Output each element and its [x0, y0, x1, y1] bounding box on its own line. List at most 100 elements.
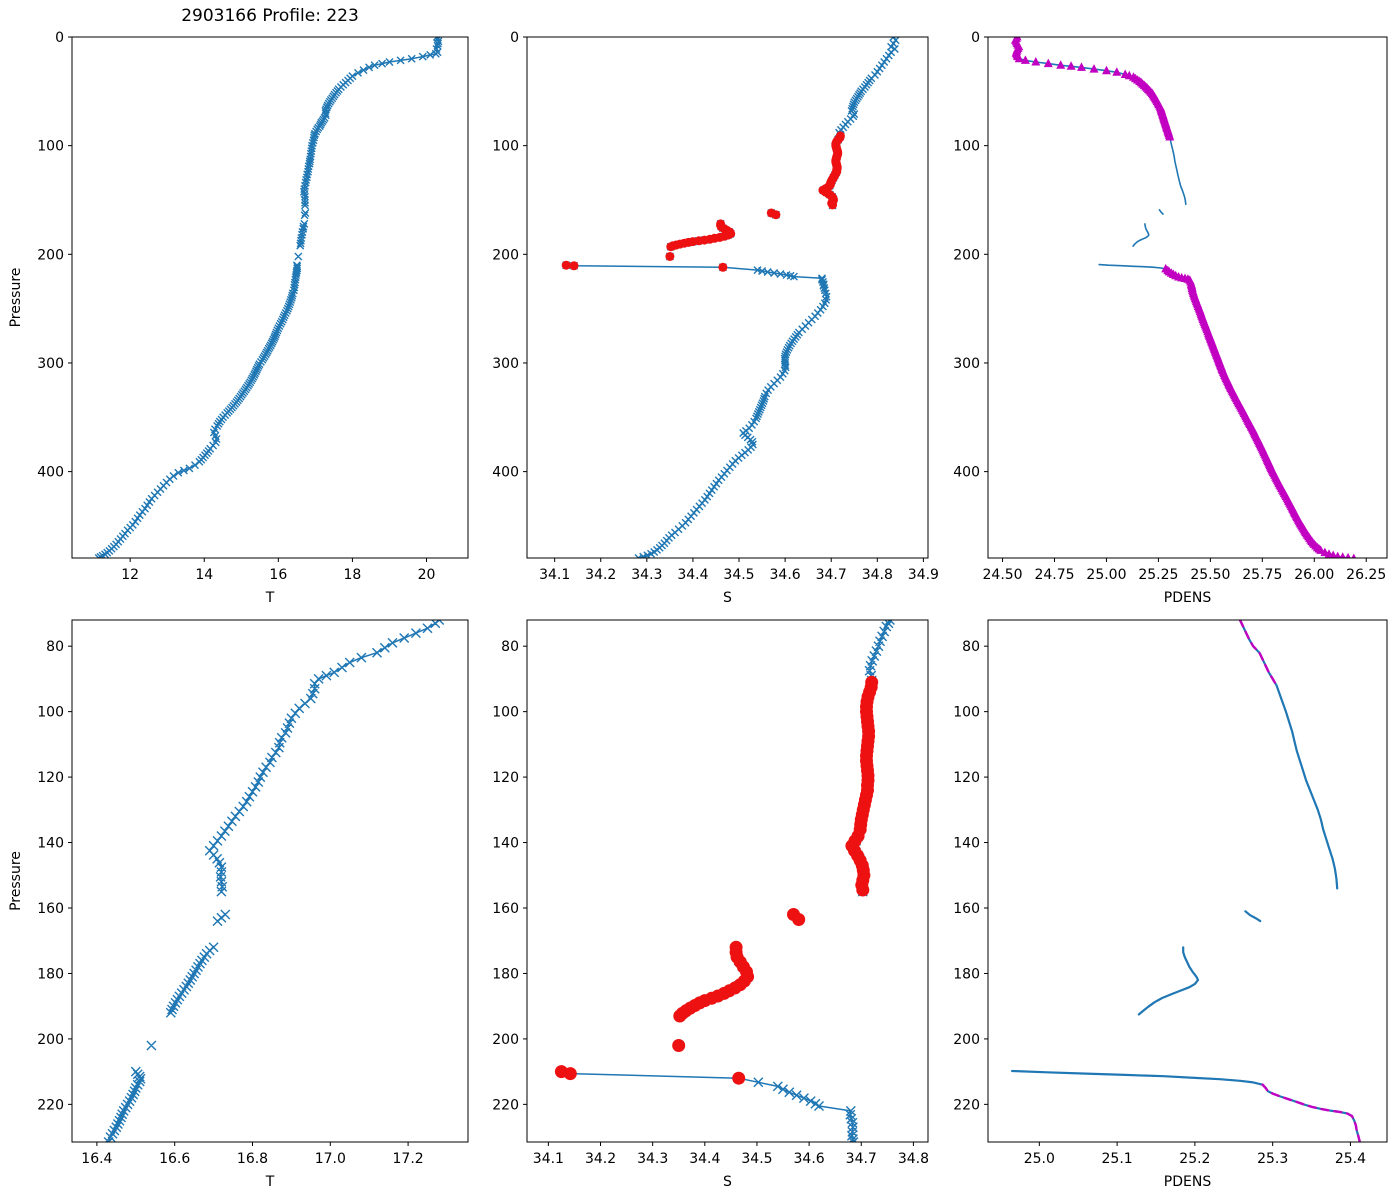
x-tick-label: 25.50 [1190, 567, 1230, 583]
chart-svg-salinity-zoom: 34.1 34.2 34.3 34.4 34.5 34.6 34.7 34.8 S 80 100 12… [492, 619, 929, 1190]
x-axis: 12 14 16 18 20 T [121, 558, 435, 606]
x-tick-label: 25.3 [1257, 1151, 1288, 1167]
y-axis: 0 100 200 300 400 [953, 30, 988, 481]
y-tick-label: 160 [492, 901, 519, 917]
subplot-salinity-zoom: 34.1 34.2 34.3 34.4 34.5 34.6 34.7 34.8 S 80 100 12… [455, 583, 942, 1200]
x-axis-label: T [265, 1174, 275, 1190]
x-tick-label: 18 [344, 567, 362, 583]
x-tick-label: 34.3 [637, 1151, 668, 1167]
plot-series [554, 620, 895, 1142]
plot-frame [987, 36, 1388, 559]
y-tick-label: 200 [953, 1032, 980, 1048]
chart-svg-temperature-full: 12 14 16 18 20 T 0 100 200 300 400 Pressure [8, 30, 469, 606]
y-tick-label: 200 [37, 1032, 64, 1048]
y-tick-label: 100 [37, 139, 64, 155]
y-tick-label: 140 [492, 836, 519, 852]
plot-series [561, 37, 900, 558]
x-tick-label: 16.6 [159, 1151, 190, 1167]
y-tick-label: 200 [953, 247, 980, 263]
plot-series [94, 37, 443, 558]
subplot-temperature-full: 12 14 16 18 20 T 0 100 200 300 400 Pressure [0, 0, 482, 623]
x-tick-label: 25.2 [1179, 1151, 1210, 1167]
chart-svg-pdens-zoom: 25.0 25.1 25.2 25.3 25.4 PDENS 80 100 120 140 160 1… [953, 619, 1388, 1190]
y-tick-label: 300 [492, 356, 519, 372]
x-tick-label: 20 [418, 567, 436, 583]
y-tick-label: 80 [46, 639, 64, 655]
y-tick-label: 220 [953, 1097, 980, 1113]
series-pdens-profile-zoom [1011, 620, 1361, 1142]
x-tick-label: 16.4 [81, 1151, 112, 1167]
x-tick-label: 24.50 [983, 567, 1023, 583]
x-axis-label: T [265, 590, 275, 606]
x-axis-label: S [723, 1174, 732, 1190]
x-axis: 24.50 24.75 25.00 25.25 25.50 25.75 26.00 26.25… [983, 558, 1386, 606]
plot-frame [526, 36, 929, 559]
y-tick-label: 0 [510, 30, 519, 46]
x-tick-label: 34.5 [741, 1151, 772, 1167]
series-salinity-flagged [561, 131, 845, 272]
y-axis: 0 100 200 300 400 [492, 30, 527, 481]
y-tick-label: 180 [953, 966, 980, 982]
y-tick-label: 220 [492, 1097, 519, 1113]
y-axis: 80 100 120 140 160 180 200 220 [953, 639, 988, 1113]
x-tick-label: 34.6 [770, 567, 801, 583]
y-tick-label: 180 [37, 966, 64, 982]
chart-svg-pdens-full: 24.50 24.75 25.00 25.25 25.50 25.75 26.00 26.25… [953, 30, 1388, 606]
y-tick-label: 80 [501, 639, 519, 655]
y-tick-label: 160 [953, 901, 980, 917]
y-axis: 0 100 200 300 400 Pressure [8, 30, 72, 481]
y-tick-label: 200 [492, 247, 519, 263]
x-tick-label: 34.9 [908, 567, 939, 583]
x-axis: 16.4 16.6 16.8 17.0 17.2 T [81, 1142, 424, 1190]
x-tick-label: 34.1 [539, 567, 570, 583]
y-tick-label: 120 [953, 770, 980, 786]
x-axis-label: PDENS [1164, 1174, 1212, 1190]
plot-frame [987, 619, 1388, 1143]
x-tick-label: 34.7 [816, 567, 847, 583]
x-tick-label: 24.75 [1034, 567, 1074, 583]
subplot-pdens-zoom: 25.0 25.1 25.2 25.3 25.4 PDENS 80 100 120 140 160 1… [916, 583, 1400, 1200]
y-tick-label: 200 [492, 1032, 519, 1048]
x-tick-label: 16.8 [237, 1151, 268, 1167]
x-tick-label: 34.7 [846, 1151, 877, 1167]
y-tick-label: 180 [492, 966, 519, 982]
x-tick-label: 25.25 [1138, 567, 1178, 583]
y-axis: 80 100 120 140 160 180 200 220 Pressure [8, 639, 72, 1113]
y-tick-label: 100 [492, 139, 519, 155]
y-tick-label: 220 [37, 1097, 64, 1113]
plot-frame [526, 619, 929, 1143]
series-salinity-profile [562, 37, 900, 558]
chart-svg-salinity-full: 34.1 34.2 34.3 34.4 34.5 34.6 34.7 34.8 34.9 S 0 10… [492, 30, 939, 606]
series-temperature-profile-zoom [103, 620, 445, 1142]
y-tick-label: 160 [37, 901, 64, 917]
y-tick-label: 0 [971, 30, 980, 46]
x-tick-label: 34.8 [862, 567, 893, 583]
x-axis: 25.0 25.1 25.2 25.3 25.4 PDENS [1024, 1142, 1366, 1190]
y-tick-label: 100 [953, 139, 980, 155]
x-tick-label: 34.4 [677, 567, 708, 583]
y-axis-label: Pressure [8, 268, 24, 328]
figure-title: 2903166 Profile: 223 [181, 6, 359, 26]
y-axis: 80 100 120 140 160 180 200 220 [492, 639, 527, 1113]
series-temperature-profile [94, 37, 443, 558]
y-tick-label: 200 [37, 247, 64, 263]
y-tick-label: 400 [492, 465, 519, 481]
plot-series [1010, 37, 1357, 558]
plot-series [1011, 620, 1361, 1142]
x-tick-label: 34.8 [898, 1151, 929, 1167]
y-tick-label: 100 [953, 705, 980, 721]
x-axis: 34.1 34.2 34.3 34.4 34.5 34.6 34.7 34.8 34.9 S [539, 558, 939, 606]
x-tick-label: 34.4 [689, 1151, 720, 1167]
x-tick-label: 25.0 [1024, 1151, 1055, 1167]
series-pdens-adjusted-zoom [1238, 620, 1361, 1142]
plot-series [103, 620, 445, 1142]
y-axis-label: Pressure [8, 851, 24, 911]
x-axis-label: S [723, 590, 732, 606]
subplot-pdens-full: 24.50 24.75 25.00 25.25 25.50 25.75 26.00 26.25… [916, 0, 1400, 623]
x-tick-label: 34.2 [585, 1151, 616, 1167]
y-tick-label: 0 [55, 30, 64, 46]
y-tick-label: 400 [37, 465, 64, 481]
x-tick-label: 34.5 [723, 567, 754, 583]
y-tick-label: 300 [953, 356, 980, 372]
x-tick-label: 25.4 [1335, 1151, 1366, 1167]
